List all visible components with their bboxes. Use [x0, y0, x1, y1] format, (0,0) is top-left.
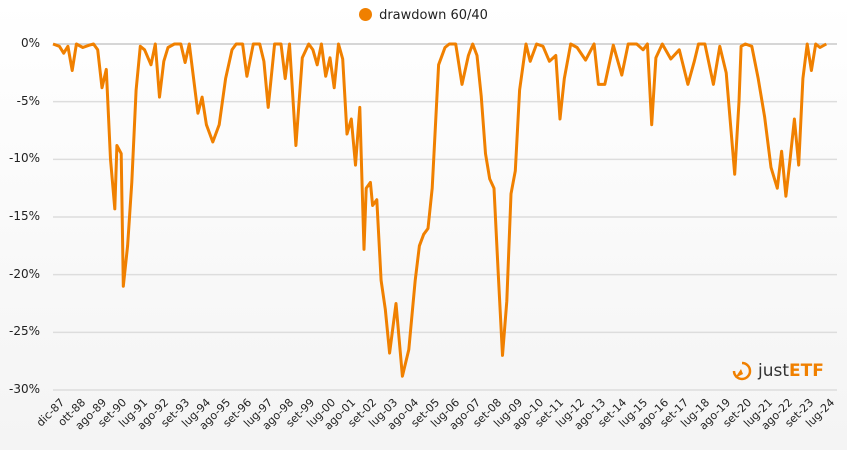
justetf-logo: just ETF [731, 360, 824, 382]
logo-text: just [758, 361, 790, 381]
y-tick-label: -30% [8, 382, 40, 396]
y-tick-label: -10% [8, 151, 40, 166]
drawdown-line [52, 42, 828, 378]
y-tick-label: 0% [20, 36, 40, 50]
y-tick-label: -20% [8, 266, 40, 281]
logo-icon [732, 361, 752, 381]
chart-legend[interactable]: drawdown 60/40 [0, 8, 847, 23]
y-tick-label: -25% [8, 324, 40, 339]
legend-marker-icon [359, 8, 373, 21]
grid-lines [53, 43, 837, 391]
y-tick-label: -15% [8, 209, 40, 223]
logo-text-bold: ETF [789, 361, 824, 381]
y-tick-label: -5% [16, 93, 40, 108]
legend-label: drawdown 60/40 [379, 8, 488, 23]
